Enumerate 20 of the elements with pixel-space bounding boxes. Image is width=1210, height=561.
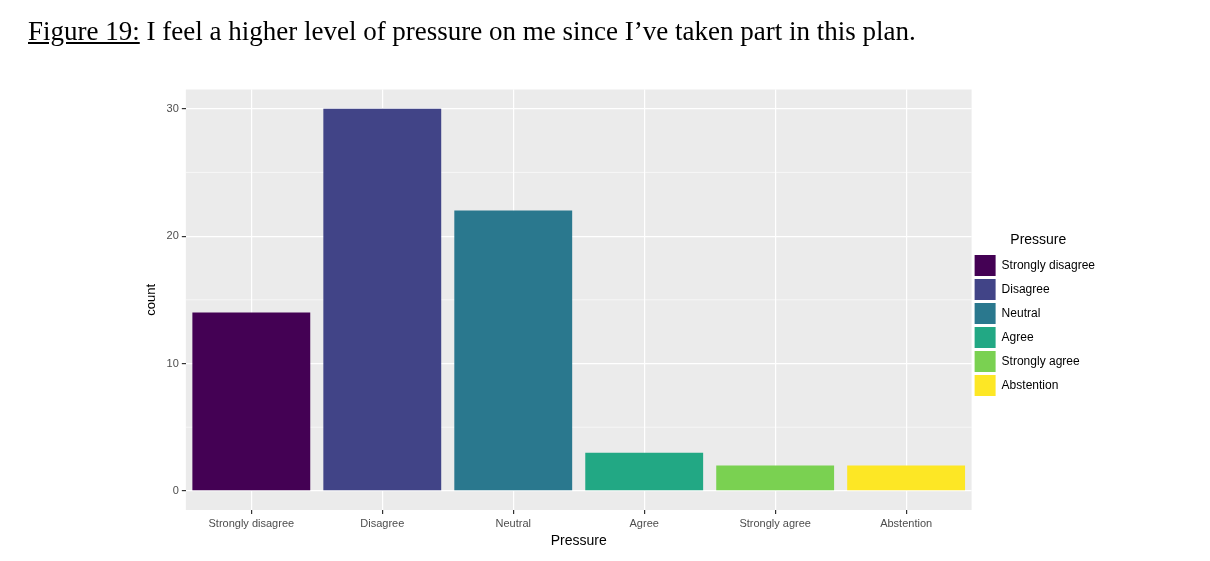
x-tick-label: Strongly agree xyxy=(739,516,811,529)
x-tick-label: Neutral xyxy=(495,516,531,529)
x-tick-label: Strongly disagree xyxy=(208,516,295,529)
chart-title: Figure 19: I feel a higher level of pressure on me since I’ve taken part in this plan. xyxy=(28,16,916,46)
legend-label: Abstention xyxy=(1001,377,1059,392)
y-axis-title: count xyxy=(143,283,159,316)
legend-label: Agree xyxy=(1001,329,1034,344)
x-axis-title: Pressure xyxy=(550,532,607,549)
legend-label: Neutral xyxy=(1001,305,1041,320)
y-tick-label: 20 xyxy=(166,229,179,242)
legend-label: Strongly agree xyxy=(1001,353,1080,368)
y-tick-label: 10 xyxy=(166,356,179,369)
legend-label: Strongly disagree xyxy=(1001,257,1096,272)
y-tick-label: 0 xyxy=(172,483,179,496)
x-tick-label: Agree xyxy=(629,516,659,529)
x-tick-label: Abstention xyxy=(880,516,933,529)
legend-label: Disagree xyxy=(1001,281,1050,296)
y-tick-label: 30 xyxy=(166,101,179,114)
legend-title: Pressure xyxy=(1010,230,1067,247)
x-tick-label: Disagree xyxy=(360,516,405,529)
